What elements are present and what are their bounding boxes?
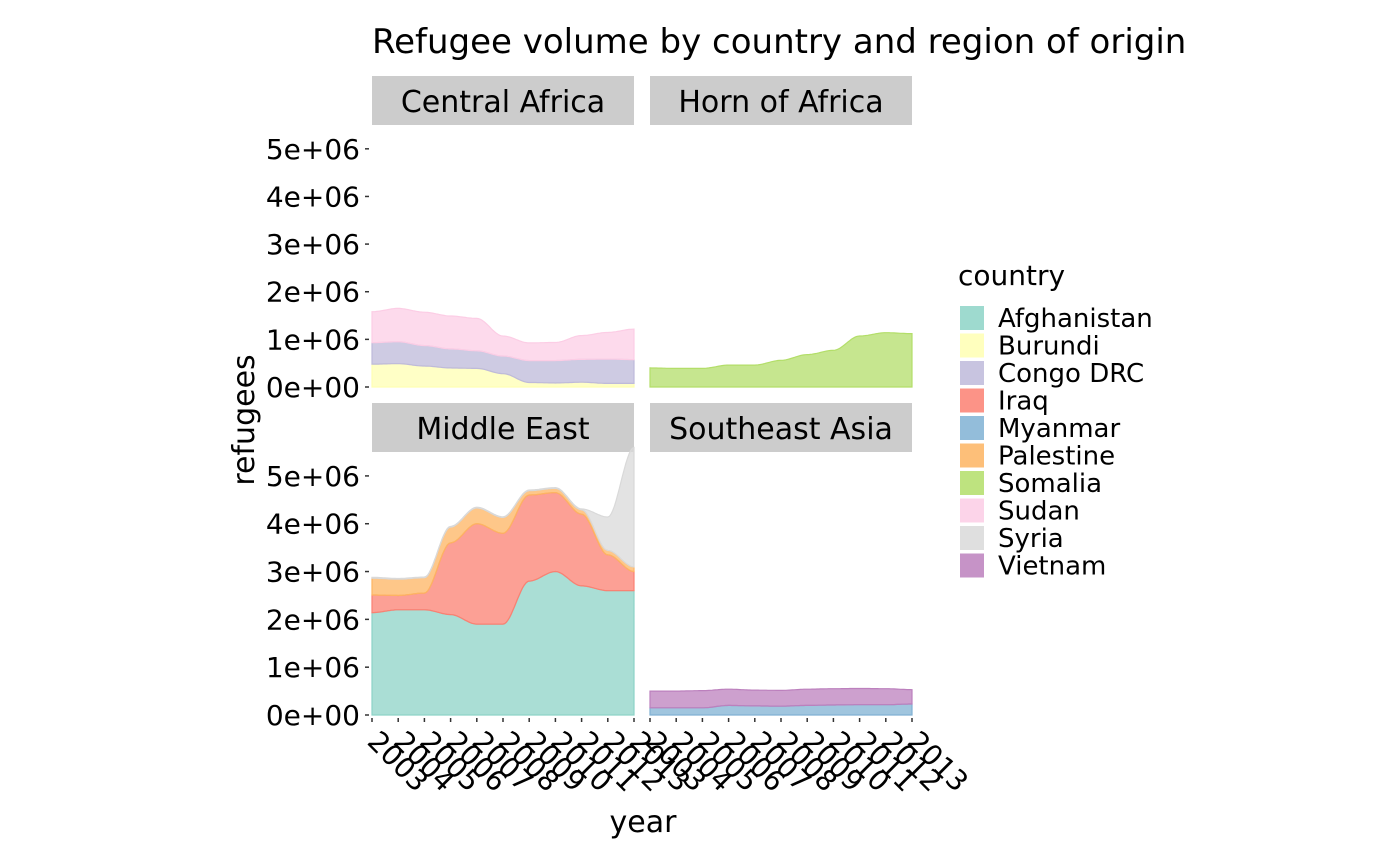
area-sudan <box>371 307 635 362</box>
legend-item-syria: Syria <box>960 524 1064 554</box>
legend-swatch <box>960 333 984 358</box>
y-tick-label: 3e+06 <box>266 556 360 589</box>
y-tick-label: 1e+06 <box>266 323 360 356</box>
legend-swatch <box>960 443 984 468</box>
legend-label: Vietnam <box>998 552 1106 582</box>
legend-swatch <box>960 526 984 550</box>
facet-strip-label: Southeast Asia <box>669 412 893 447</box>
legend-swatch <box>960 388 984 413</box>
legend-item-congo-drc: Congo DRC <box>960 359 1144 389</box>
facet-southeast-asia: Southeast Asia20032004200520062007200820… <box>639 403 975 798</box>
legend-title: country <box>958 259 1065 292</box>
facet-strip-label: Horn of Africa <box>678 85 883 120</box>
x-axis-label: year <box>610 805 678 840</box>
area-somalia <box>649 332 913 388</box>
legend-item-vietnam: Vietnam <box>960 552 1106 582</box>
area-vietnam <box>649 687 913 709</box>
facet-strip-label: Central Africa <box>401 85 605 120</box>
facet-strip <box>372 403 634 452</box>
legend-swatch <box>960 553 984 578</box>
facet-panels: Central Africa 0e+00 1e+06 2e+06 3e+06 4e+06 5… <box>266 76 975 798</box>
legend-swatch <box>960 498 984 523</box>
y-tick-label: 1e+06 <box>266 651 360 684</box>
facet-horn-of-africa: Horn of Africa <box>649 76 913 388</box>
legend-swatch <box>960 361 984 385</box>
y-tick-label: 5e+06 <box>266 460 360 493</box>
legend-item-myanmar: Myanmar <box>960 414 1120 444</box>
y-tick-label: 4e+06 <box>266 180 360 213</box>
y-tick-label: 2e+06 <box>266 603 360 636</box>
legend-label: Somalia <box>998 469 1102 499</box>
legend-swatch <box>960 416 984 440</box>
legend-label: Syria <box>998 524 1064 554</box>
legend-label: Congo DRC <box>998 359 1144 389</box>
legend-label: Iraq <box>998 387 1049 417</box>
facet-strip <box>372 76 634 125</box>
chart-title: Refugee volume by country and region of … <box>372 22 1186 62</box>
legend-label: Sudan <box>998 497 1080 527</box>
legend-swatch <box>960 471 984 495</box>
legend-item-burundi: Burundi <box>960 332 1100 362</box>
legend-item-afghanistan: Afghanistan <box>960 304 1153 334</box>
legend-label: Afghanistan <box>998 304 1153 334</box>
y-tick-label: 5e+06 <box>266 133 360 166</box>
facet-middle-east: Middle East 0e+00 1e+06 2e+06 3e+06 4e+06 5e+0… <box>266 403 697 798</box>
legend-item-iraq: Iraq <box>960 387 1049 417</box>
legend-label: Burundi <box>998 332 1100 362</box>
legend-label: Myanmar <box>998 414 1120 444</box>
y-tick-label: 0e+00 <box>266 699 360 732</box>
facet-strip <box>650 403 912 452</box>
y-tick-label: 3e+06 <box>266 228 360 261</box>
facet-strip-label: Middle East <box>416 412 590 447</box>
y-axis-label: refugees <box>227 354 262 485</box>
legend-swatch <box>960 306 984 330</box>
y-tick-label: 2e+06 <box>266 276 360 309</box>
y-tick-label: 4e+06 <box>266 508 360 541</box>
facet-central-africa: Central Africa 0e+00 1e+06 2e+06 3e+06 4e+06 5… <box>266 76 635 404</box>
legend-item-sudan: Sudan <box>960 497 1080 527</box>
legend-label: Palestine <box>998 442 1115 472</box>
y-tick-label: 0e+00 <box>266 371 360 404</box>
facet-strip <box>650 76 912 125</box>
area-syria <box>371 446 635 580</box>
legend-item-somalia: Somalia <box>960 469 1102 499</box>
legend-item-palestine: Palestine <box>960 442 1115 472</box>
